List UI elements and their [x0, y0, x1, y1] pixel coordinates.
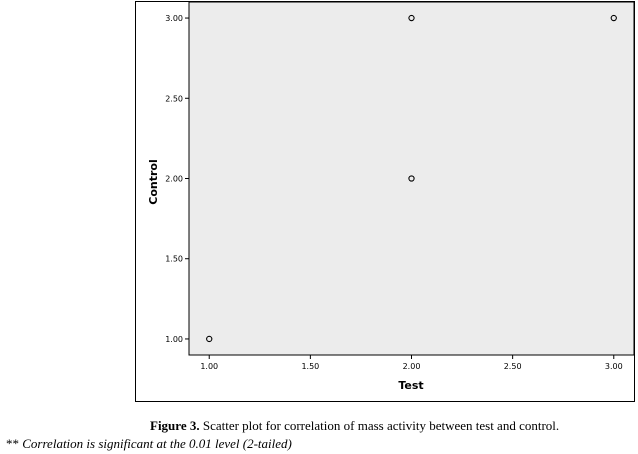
footnote-text: Correlation is significant at the 0.01 l…: [22, 436, 292, 451]
data-points: [206, 14, 617, 343]
y-tick-label: 2.00: [165, 175, 183, 184]
x-tick-label: 1.00: [200, 362, 218, 371]
figure-caption: Figure 3. Scatter plot for correlation o…: [150, 418, 636, 434]
significance-footnote: ** Correlation is significant at the 0.0…: [6, 436, 292, 452]
scatter-chart: 1.00 1.50 2.00 2.50 3.00 1.00 1.50 2.00 2.50 3.0…: [147, 2, 634, 392]
data-point: [408, 14, 415, 22]
x-tick-label: 1.50: [301, 362, 319, 371]
x-axis-title: Test: [398, 379, 423, 392]
data-point: [206, 335, 213, 343]
y-axis: 1.00 1.50 2.00 2.50 3.00: [165, 14, 189, 344]
caption-text: Scatter plot for correlation of mass act…: [202, 418, 560, 433]
x-axis: 1.00 1.50 2.00 2.50 3.00: [200, 355, 623, 371]
x-tick-label: 2.50: [504, 362, 522, 371]
y-tick-label: 1.50: [165, 255, 183, 264]
data-point: [408, 175, 415, 182]
y-tick-label: 1.00: [165, 335, 183, 344]
data-point: [610, 14, 617, 22]
figure-label: Figure 3.: [150, 418, 200, 433]
figure-frame: 1.00 1.50 2.00 2.50 3.00 1.00 1.50 2.00 2.50 3.0…: [135, 1, 635, 402]
x-tick-label: 2.00: [403, 362, 421, 371]
y-tick-label: 2.50: [165, 94, 183, 103]
footnote-marker: **: [6, 436, 19, 451]
x-tick-label: 3.00: [605, 362, 623, 371]
y-axis-title: Control: [147, 159, 160, 204]
y-tick-label: 3.00: [165, 14, 183, 23]
plot-area: [188, 2, 634, 356]
